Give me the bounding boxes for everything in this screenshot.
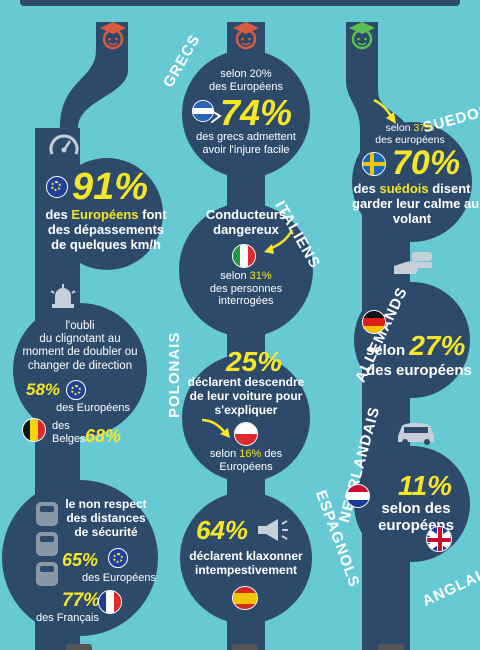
stat-64: 64% (196, 515, 249, 545)
block2-text: l'oubli du clignotant au moment de doubl… (22, 320, 138, 372)
stat-58: 58% (26, 380, 61, 399)
stat-68: 68% (85, 426, 122, 446)
allemands-text: selon 27% des européens (366, 330, 472, 380)
belgians-label: des Belges (52, 420, 86, 445)
grecs-text: des grecs admettent avoir l'injure facile (196, 131, 296, 156)
uk-flag-icon (426, 526, 452, 552)
hand-car-icon (394, 252, 432, 274)
belgium-flag-icon (22, 418, 46, 442)
stat-77-label: des Français (36, 612, 99, 624)
germany-flag-icon (362, 310, 386, 334)
polonais-source: selon 16% des Européens (209, 448, 283, 473)
suedois-source: selon 37% des européens (375, 122, 445, 147)
netherlands-flag-icon (346, 484, 370, 508)
stat-91: 91% (72, 166, 149, 208)
megaphone-icon (258, 519, 288, 541)
graduate-head-icon (349, 22, 375, 50)
stat-11: 11% (398, 470, 452, 501)
stat-65-label: des Européens (82, 572, 156, 584)
greece-flag-icon (192, 100, 214, 122)
eu-flag-icon (66, 380, 86, 400)
car-jam-icon (36, 502, 58, 586)
stat-25: 25% (226, 346, 283, 377)
top-bar (20, 0, 460, 6)
eu-flag-icon (46, 176, 68, 198)
block3-text: le non respect des distances de sécurité (65, 497, 147, 539)
polonais-text: déclarent descendre de leur voiture pour… (187, 375, 305, 417)
label-polonais: POLONAIS (166, 331, 183, 418)
bottom-tab (232, 644, 258, 650)
espagnols-text: déclarent klaxonner intempestivement (189, 549, 303, 577)
italiens-title: Conducteurs dangereux (205, 207, 287, 237)
arrow-icon (201, 418, 230, 438)
graduate-head-icon (100, 22, 126, 50)
turn-signal-icon (50, 284, 76, 308)
stat-27: 27% (409, 330, 466, 361)
block1-text: des Européens font des dépassements de q… (45, 207, 167, 252)
speedometer-icon (49, 134, 79, 155)
stat-65: 65% (62, 550, 99, 570)
stat-74: 74% (220, 92, 293, 133)
car-icon (398, 423, 434, 445)
stat-58-label: des Européens (56, 402, 130, 414)
sweden-flag-icon (362, 152, 386, 176)
bottom-tab (66, 644, 92, 650)
arrow-icon (373, 98, 396, 124)
stat-77: 77% (62, 590, 101, 611)
suedois-text: des suédois disent garder leur calme au … (352, 181, 480, 226)
italy-flag-icon (232, 244, 256, 268)
france-flag-icon (98, 590, 122, 614)
bottom-tab (378, 644, 404, 650)
arrow-icon (264, 229, 294, 254)
poland-flag-icon (234, 422, 258, 446)
italiens-text: selon 31% des personnes interrogées (209, 270, 283, 308)
graduate-head-icon (233, 22, 259, 50)
eu-flag-icon (108, 548, 128, 568)
grecs-source: selon 20% des Européens (209, 68, 283, 93)
spain-flag-icon (232, 586, 258, 610)
stat-70: 70% (392, 144, 461, 182)
